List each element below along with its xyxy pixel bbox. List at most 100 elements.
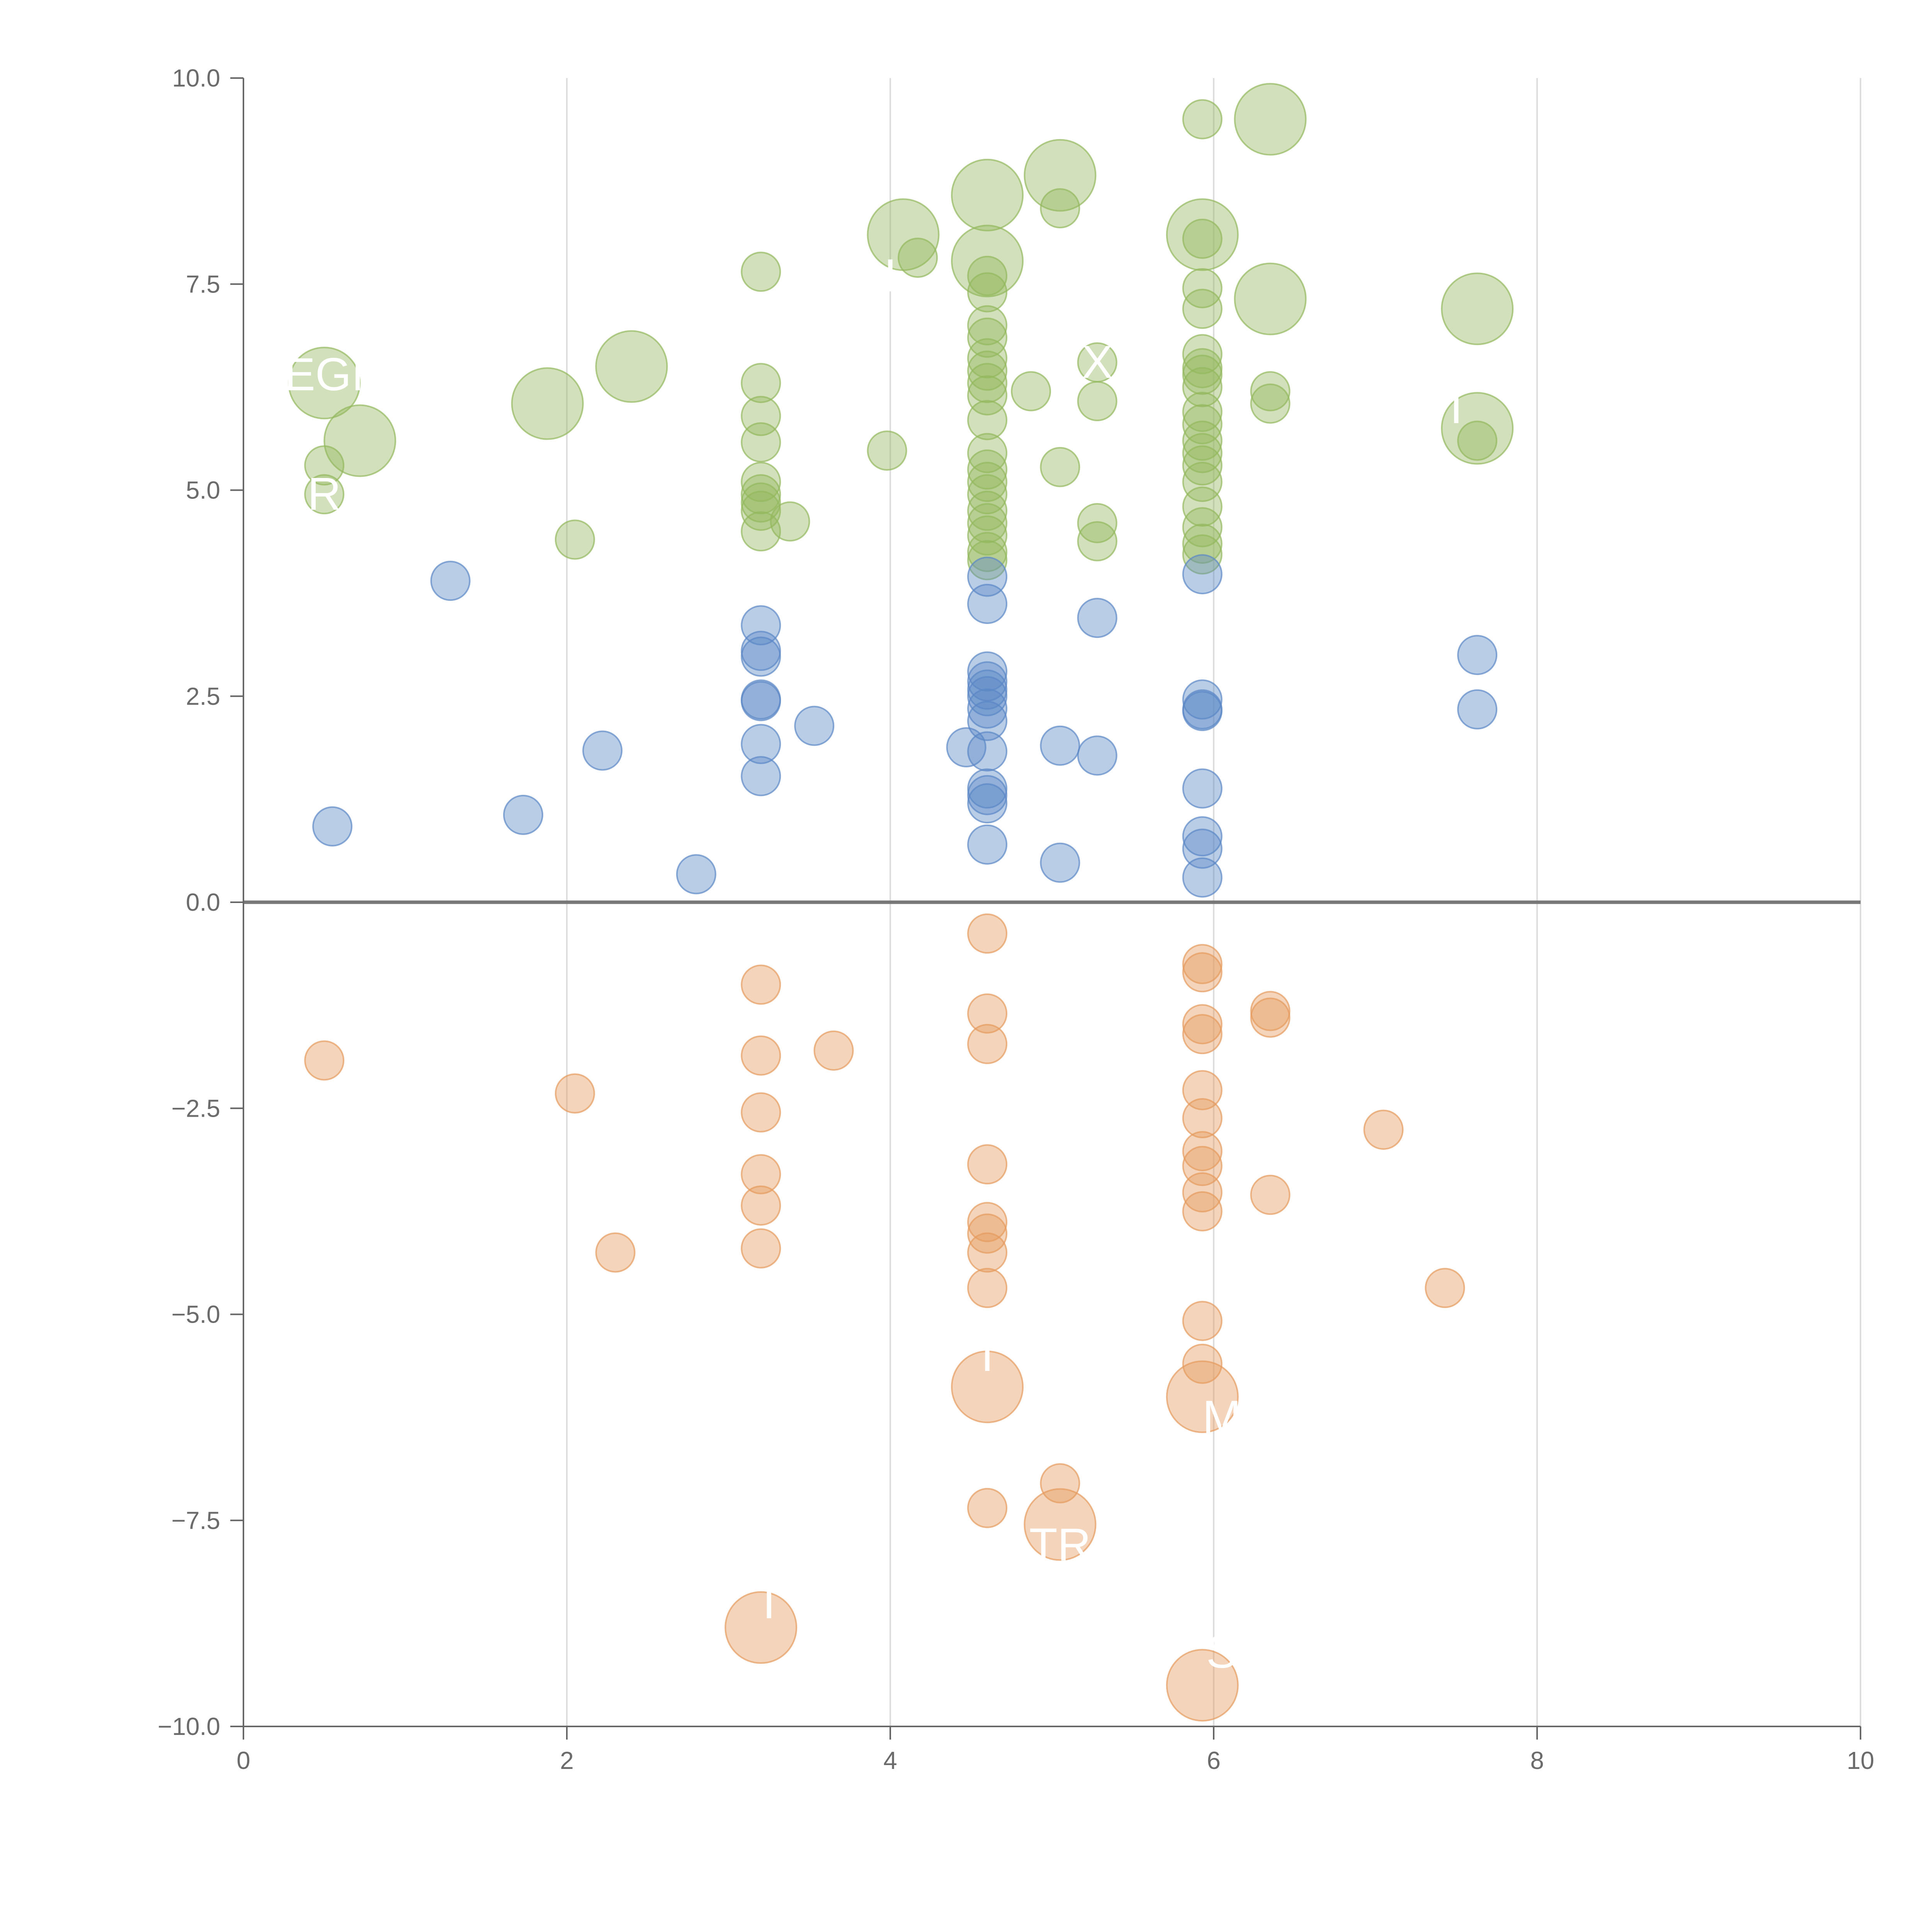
negative-bubble — [1166, 1360, 1239, 1433]
positive-high-bubble — [511, 367, 584, 440]
negative-bubble — [595, 1232, 636, 1273]
positive-low-bubble — [1077, 735, 1117, 776]
negative-bubble — [1182, 1014, 1223, 1054]
x-tick-label: 4 — [883, 1747, 897, 1774]
positive-low-bubble — [1182, 828, 1223, 869]
positive-high-bubble — [554, 519, 595, 560]
positive-low-bubble — [741, 631, 781, 671]
positive-low-bubble — [1077, 598, 1117, 638]
positive-high-bubble — [1182, 218, 1223, 259]
positive-high-bubble — [741, 422, 781, 463]
negative-bubble — [1363, 1109, 1404, 1150]
negative-bubble — [1182, 1131, 1223, 1172]
positive-high-bubble — [1040, 447, 1080, 487]
negative-bubble — [1425, 1268, 1465, 1308]
negative-bubble — [1182, 952, 1223, 993]
positive-low-bubble — [1182, 679, 1223, 720]
positive-high-bubble — [741, 482, 781, 523]
positive-low-bubble — [967, 688, 1008, 729]
negative-bubble — [741, 1154, 781, 1194]
negative-bubble — [741, 1092, 781, 1133]
positive-high-bubble — [741, 474, 781, 515]
positive-high-bubble — [1182, 334, 1223, 374]
positive-low-bubble — [503, 794, 544, 835]
negative-bubble — [813, 1030, 854, 1071]
positive-low-bubble — [741, 724, 781, 764]
positive-low-bubble — [946, 727, 986, 767]
positive-low-bubble — [741, 756, 781, 796]
positive-high-bubble — [741, 363, 781, 403]
annotation-label: I — [1450, 381, 1463, 433]
positive-low-bubble — [967, 775, 1008, 815]
positive-high-bubble — [1182, 420, 1223, 461]
positive-low-bubble — [1182, 691, 1223, 731]
positive-high-bubble — [1182, 367, 1223, 407]
negative-bubble — [1182, 1191, 1223, 1231]
y-tick-label: 0.0 — [186, 888, 220, 916]
positive-low-bubble — [741, 681, 781, 721]
negative-bubble — [967, 1202, 1008, 1242]
negative-bubble — [1250, 1175, 1291, 1215]
positive-high-bubble — [1441, 272, 1514, 345]
positive-high-bubble — [1182, 524, 1223, 564]
positive-high-bubble — [967, 540, 1008, 580]
annotation-label: I — [762, 1577, 775, 1628]
y-tick-label: 7.5 — [186, 270, 220, 298]
positive-high-bubble — [967, 433, 1008, 473]
negative-bubble — [951, 1350, 1024, 1423]
negative-bubble — [1182, 1004, 1223, 1044]
positive-high-bubble — [1182, 391, 1223, 432]
positive-low-bubble — [1182, 816, 1223, 857]
positive-high-bubble — [967, 317, 1008, 358]
y-tick-label: −5.0 — [172, 1301, 220, 1328]
negative-bubble — [1040, 1463, 1080, 1503]
annotation-label: R — [308, 468, 341, 520]
positive-low-bubble — [312, 806, 353, 847]
positive-high-bubble — [967, 400, 1008, 440]
positive-high-bubble — [1077, 503, 1117, 543]
negative-bubble — [741, 1185, 781, 1226]
positive-high-bubble — [1441, 392, 1514, 465]
positive-low-bubble — [582, 730, 623, 771]
y-tick-label: 10.0 — [172, 64, 220, 92]
positive-high-bubble — [1182, 462, 1223, 502]
positive-high-bubble — [867, 430, 907, 471]
positive-high-bubble — [1182, 486, 1223, 527]
negative-bubble — [967, 993, 1008, 1034]
y-tick-label: −2.5 — [172, 1094, 220, 1122]
negative-bubble — [1182, 1070, 1223, 1111]
x-tick-label: 8 — [1530, 1747, 1544, 1774]
x-tick-label: 0 — [236, 1747, 250, 1774]
y-tick-label: −10.0 — [158, 1713, 220, 1740]
negative-bubble — [1166, 1649, 1239, 1722]
y-tick-label: 2.5 — [186, 682, 220, 710]
positive-high-bubble — [967, 363, 1008, 403]
positive-high-bubble — [323, 404, 396, 477]
positive-low-bubble — [967, 583, 1008, 624]
positive-low-bubble — [967, 731, 1008, 772]
negative-bubble — [967, 1268, 1008, 1308]
positive-high-bubble — [1077, 521, 1117, 561]
positive-high-bubble — [1182, 445, 1223, 486]
positive-high-bubble — [595, 330, 668, 403]
positive-high-bubble — [1182, 289, 1223, 329]
positive-high-bubble — [1250, 383, 1291, 424]
negative-bubble — [1182, 944, 1223, 984]
annotation-label: M — [1202, 1391, 1241, 1443]
positive-high-bubble — [770, 501, 810, 542]
annotation-label: I — [981, 1329, 993, 1381]
y-tick-label: −7.5 — [172, 1507, 220, 1534]
negative-bubble — [554, 1073, 595, 1114]
annotation-label: X — [1082, 336, 1113, 388]
x-tick-label: 6 — [1207, 1747, 1221, 1774]
positive-low-bubble — [1457, 635, 1498, 675]
positive-high-bubble — [967, 255, 1008, 296]
positive-low-bubble — [1182, 857, 1223, 898]
positive-high-bubble — [967, 515, 1008, 556]
positive-high-bubble — [967, 503, 1008, 543]
annotation-label: TR — [1029, 1519, 1091, 1571]
positive-high-bubble — [967, 305, 1008, 345]
positive-low-bubble — [1182, 768, 1223, 809]
positive-low-bubble — [967, 701, 1008, 741]
bubbles — [288, 83, 1514, 1722]
